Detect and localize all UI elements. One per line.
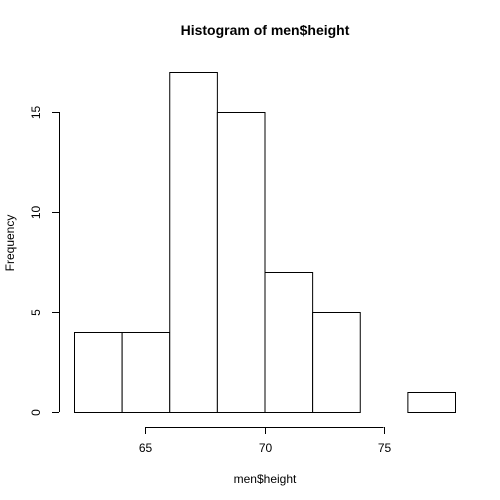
y-tick-label-0: 0 xyxy=(29,409,43,416)
y-axis-label: Frequency xyxy=(3,215,17,272)
histogram-bar-7 xyxy=(407,392,456,413)
histogram-bar-5 xyxy=(312,312,361,413)
y-tick-label-10: 10 xyxy=(29,206,43,220)
histogram-bar-3 xyxy=(216,112,266,413)
histogram-bar-0 xyxy=(74,332,123,413)
y-tick-label-5: 5 xyxy=(29,309,43,316)
bars-group xyxy=(74,72,456,413)
x-tick-label-70: 70 xyxy=(259,441,273,455)
histogram-bar-4 xyxy=(264,272,314,413)
x-tick-label-65: 65 xyxy=(139,441,153,455)
x-axis-label: men$height xyxy=(234,472,297,486)
x-axis: 65 70 75 xyxy=(139,427,392,455)
x-tick-label-75: 75 xyxy=(378,441,392,455)
y-axis: 0 5 10 15 xyxy=(29,106,60,416)
histogram-bar-2 xyxy=(169,72,218,413)
chart-title: Histogram of men$height xyxy=(181,22,350,38)
y-tick-label-15: 15 xyxy=(29,106,43,120)
histogram-bar-1 xyxy=(121,332,171,413)
